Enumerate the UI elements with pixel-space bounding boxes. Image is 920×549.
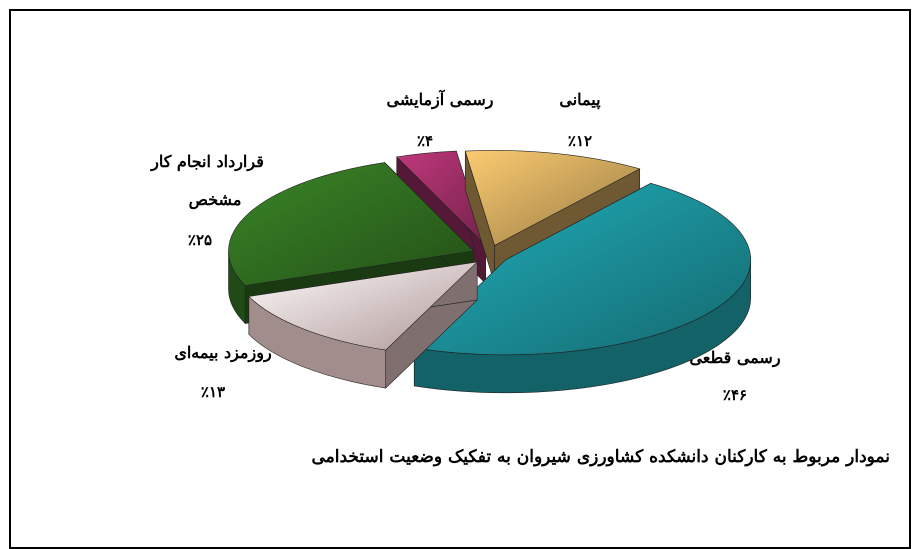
slice-label-roozmozd: روزمزد بیمه‌ای — [174, 343, 272, 362]
slice-label-gharardad-line1: قرارداد انجام کار — [151, 152, 264, 171]
slice-value-roozmozd: ٪۱۳ — [200, 383, 226, 401]
slice-label-gharardad-line2: مشخص — [188, 190, 242, 209]
slice-label-peymani: پیمانی — [559, 90, 601, 109]
slice-value-gharardad: ٪۲۵ — [187, 231, 213, 249]
slice-value-peymani: ٪۱۲ — [567, 132, 593, 150]
slice-value-rasmi-azmayeshi: ٪۴ — [416, 132, 434, 150]
slice-value-rasmi-ghatei: ٪۴۶ — [722, 386, 748, 404]
pie-chart — [228, 150, 752, 394]
slice-label-rasmi-azmayeshi: رسمی آزمایشی — [386, 90, 494, 109]
pie-slice-3d — [248, 261, 479, 389]
chart-title: نمودار مربوط به کارکنان دانشکده کشاورزی … — [311, 447, 891, 467]
slice-label-rasmi-ghatei: رسمی قطعی — [689, 348, 781, 367]
pie-slice-3d — [413, 182, 752, 394]
